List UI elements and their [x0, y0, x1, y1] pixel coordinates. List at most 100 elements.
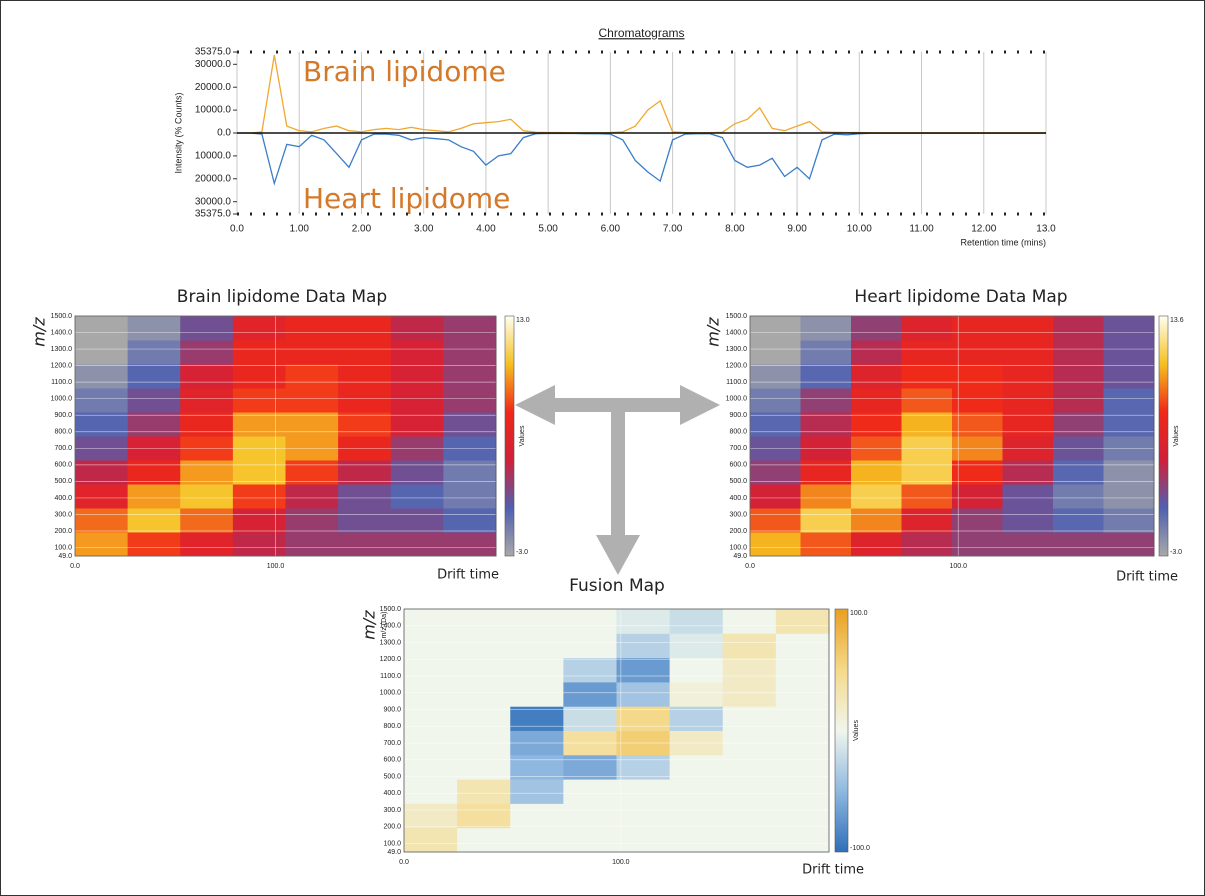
- y-tick-label: 0.0: [217, 128, 231, 139]
- heatmap-cell: [232, 388, 286, 413]
- heatmap-cell: [775, 754, 830, 780]
- x-tick-label: 0.0: [70, 563, 80, 570]
- heatmap-cell: [851, 508, 902, 533]
- heatmap-cell: [901, 340, 953, 365]
- plot-border: [749, 315, 1155, 557]
- heatmap-cell: [563, 633, 617, 659]
- y-tick-label: 200.0: [383, 824, 401, 831]
- heatmap-cell: [750, 532, 801, 557]
- y-tick-label: 300.0: [729, 511, 747, 518]
- heatmap-cell: [1103, 364, 1155, 389]
- heatmap-cell: [669, 827, 724, 853]
- heatmap-cell: [800, 364, 852, 389]
- y-tick-label: 1100.0: [380, 673, 401, 680]
- y-tick-label: 1100.0: [726, 379, 747, 386]
- heatmap-cell: [285, 340, 339, 365]
- y-tick-label: 800.0: [383, 723, 401, 730]
- arrows: [515, 385, 720, 575]
- heatmap-cell: [127, 340, 181, 365]
- y-axis-label: m/z: [704, 317, 723, 347]
- heatmap-cell: [404, 706, 458, 731]
- heatmap-cell: [800, 340, 852, 365]
- y-tick-label: 500.0: [383, 773, 401, 780]
- heatmap-cell: [1053, 364, 1104, 389]
- heatmap-cell: [404, 827, 458, 853]
- y-tick-label: 400.0: [729, 495, 747, 502]
- heatmap-cell: [285, 316, 339, 341]
- heatmap-cell: [775, 706, 830, 731]
- heatmap-cell: [1002, 460, 1054, 485]
- heatmap-cell: [800, 388, 852, 413]
- heatmap-cell: [901, 316, 953, 341]
- heatmap-cell: [669, 609, 724, 634]
- heatmap-cell: [457, 681, 511, 707]
- heatmap-cell: [232, 412, 286, 437]
- heatmap-cell: [722, 706, 777, 731]
- y-tick-label: 200.0: [54, 528, 72, 535]
- heatmap-cell: [457, 657, 511, 683]
- heatmap-cell: [338, 508, 392, 533]
- x-axis-label: Drift time: [1116, 570, 1178, 585]
- heatmap-cell: [75, 532, 129, 557]
- heatmap-cell: [775, 633, 830, 659]
- heatmap-cell: [180, 388, 234, 413]
- heatmap-cell: [1053, 484, 1104, 509]
- heatmap-cell: [669, 779, 724, 804]
- heatmap-cell: [901, 412, 953, 437]
- heatmap-cell: [127, 460, 181, 485]
- heatmap-cell: [338, 484, 392, 509]
- x-tick-label: 12.00: [971, 224, 996, 235]
- y-tick-label: 600.0: [383, 757, 401, 764]
- y-axis-units: m/z (Da): [381, 612, 388, 639]
- y-tick-label: 300.0: [54, 511, 72, 518]
- heatmap-cell: [669, 681, 724, 707]
- heatmap-cell: [1103, 508, 1155, 533]
- heatmap-cell: [1002, 340, 1054, 365]
- y-tick-label: 1300.0: [51, 346, 73, 353]
- heatmap-cell: [75, 460, 129, 485]
- heatmap-cell: [1053, 340, 1104, 365]
- heatmap-cell: [285, 388, 339, 413]
- colorbar-tick-label: 100.0: [850, 610, 868, 617]
- heatmap-cell: [800, 508, 852, 533]
- heatmap-cell: [1053, 532, 1104, 557]
- heatmap-cell: [390, 340, 444, 365]
- heatmap-cell: [180, 508, 234, 533]
- colorbar-tick-label: -3.0: [1170, 549, 1182, 556]
- y-tick-label: 600.0: [729, 462, 747, 469]
- heatmap-cell: [404, 754, 458, 780]
- heatmap-cell: [901, 460, 953, 485]
- x-tick-label: 9.00: [787, 224, 807, 235]
- heatmap-cell: [722, 633, 777, 659]
- heatmap-cell: [232, 532, 286, 557]
- heatmap-cell: [127, 532, 181, 557]
- heatmap-cell: [722, 803, 777, 829]
- heatmap-cell: [669, 657, 724, 683]
- y-tick-label: 1100.0: [51, 379, 72, 386]
- heatmap-cell: [127, 388, 181, 413]
- x-tick-label: 10.00: [847, 224, 872, 235]
- heatmap-cell: [338, 460, 392, 485]
- heatmap-cell: [616, 803, 671, 829]
- heatmap-cell: [75, 388, 129, 413]
- vertical-arrow: [596, 412, 640, 575]
- heatmap-cell: [390, 460, 444, 485]
- heatmap-cell: [563, 609, 617, 634]
- heatmap-cell: [232, 364, 286, 389]
- y-tick-label: 1300.0: [726, 346, 748, 353]
- heatmap-cell: [1103, 388, 1155, 413]
- heatmap-cell: [457, 706, 511, 731]
- x-tick-label: 13.0: [1036, 224, 1056, 235]
- heatmap-cell: [669, 803, 724, 829]
- heatmap-cell: [750, 388, 801, 413]
- heatmap-cell: [510, 754, 564, 780]
- heatmap-cell: [75, 484, 129, 509]
- heatmap-cell: [338, 340, 392, 365]
- heatmap-cell: [952, 340, 1003, 365]
- y-tick-label: 1400.0: [726, 329, 748, 336]
- heatmap-cell: [285, 460, 339, 485]
- heatmap-cell: [180, 412, 234, 437]
- chart-title: Heart lipidome Data Map: [854, 287, 1067, 307]
- heatmap-cell: [1053, 316, 1104, 341]
- y-tick-label: 400.0: [383, 790, 401, 797]
